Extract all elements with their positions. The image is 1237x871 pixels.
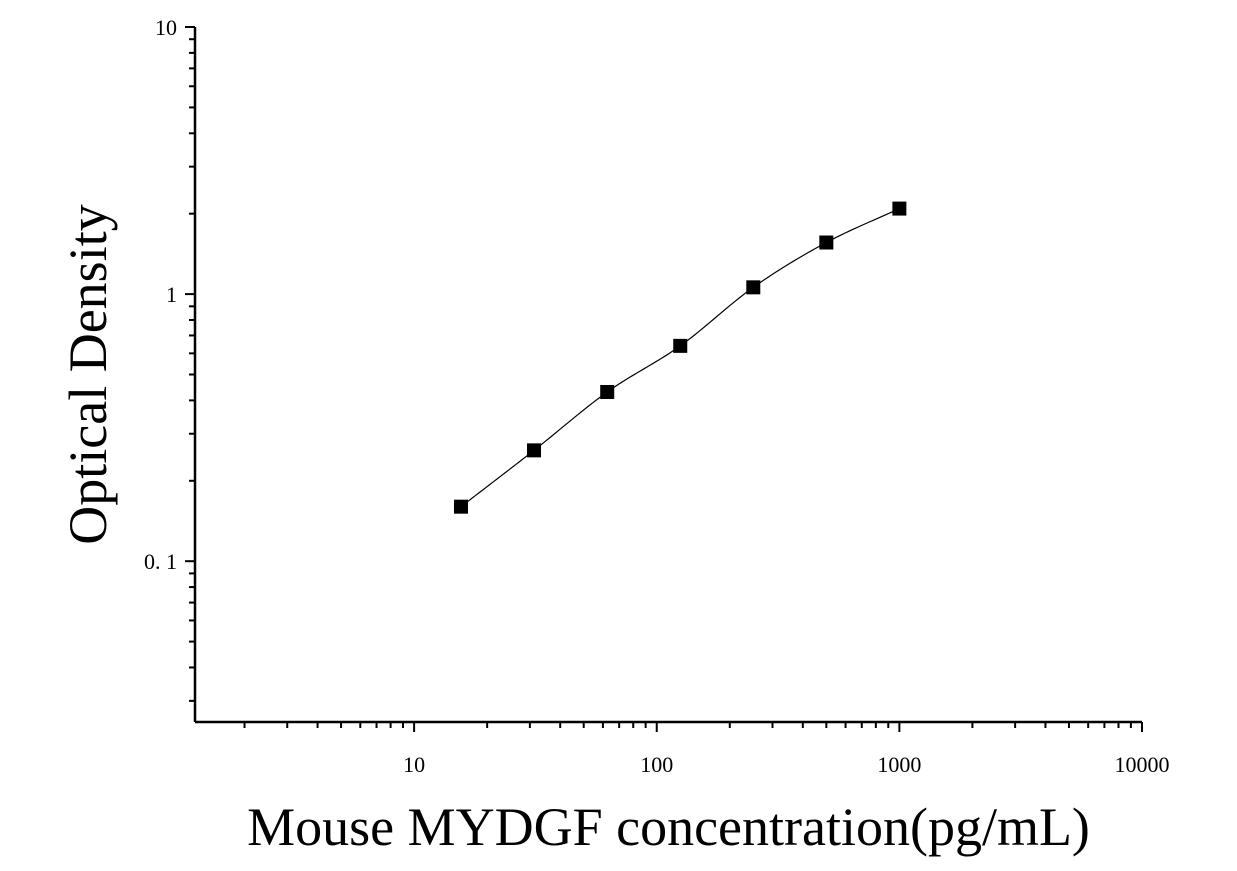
x-axis-title: Mouse MYDGF concentration(pg/mL): [247, 797, 1090, 857]
x-tick-label: 1000: [877, 752, 921, 777]
axis-ticks: [185, 26, 1143, 732]
x-tick-label: 100: [640, 752, 673, 777]
x-tick-label: 10000: [1115, 752, 1170, 777]
tick-labels: 10 100 1000 10000 0. 1 1 10: [144, 15, 1170, 777]
data-point: [527, 443, 542, 458]
axes: [193, 27, 1142, 724]
x-tick-label: 10: [403, 752, 425, 777]
data-point: [892, 201, 907, 216]
fit-curve: [460, 208, 900, 508]
data-point: [819, 235, 834, 250]
y-tick-label: 10: [155, 15, 177, 40]
y-axis-title: Optical Density: [58, 204, 118, 544]
y-tick-label: 0. 1: [144, 549, 177, 574]
data-points: [453, 201, 907, 514]
y-tick-label: 1: [166, 282, 177, 307]
data-point: [453, 499, 468, 514]
data-point: [746, 280, 761, 295]
data-point: [673, 338, 688, 353]
data-point: [600, 384, 615, 399]
